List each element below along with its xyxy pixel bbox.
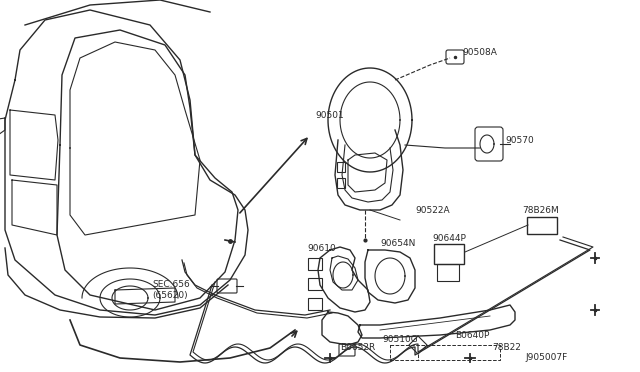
Text: 90654N: 90654N (380, 238, 415, 247)
Text: 90644P: 90644P (432, 234, 466, 243)
Text: 90501: 90501 (315, 110, 344, 119)
Text: B0640P: B0640P (455, 330, 490, 340)
Text: J905007F: J905007F (525, 353, 567, 362)
Text: 78B22: 78B22 (492, 343, 521, 353)
Text: 90522A: 90522A (415, 205, 450, 215)
Text: 78B26M: 78B26M (522, 205, 559, 215)
Text: 90510G: 90510G (382, 336, 418, 344)
Text: SEC.656
(65620): SEC.656 (65620) (152, 280, 189, 300)
Text: 90508A: 90508A (462, 48, 497, 57)
Text: 90610: 90610 (307, 244, 336, 253)
Text: B0652R: B0652R (340, 343, 375, 353)
Text: 90570: 90570 (505, 135, 534, 144)
